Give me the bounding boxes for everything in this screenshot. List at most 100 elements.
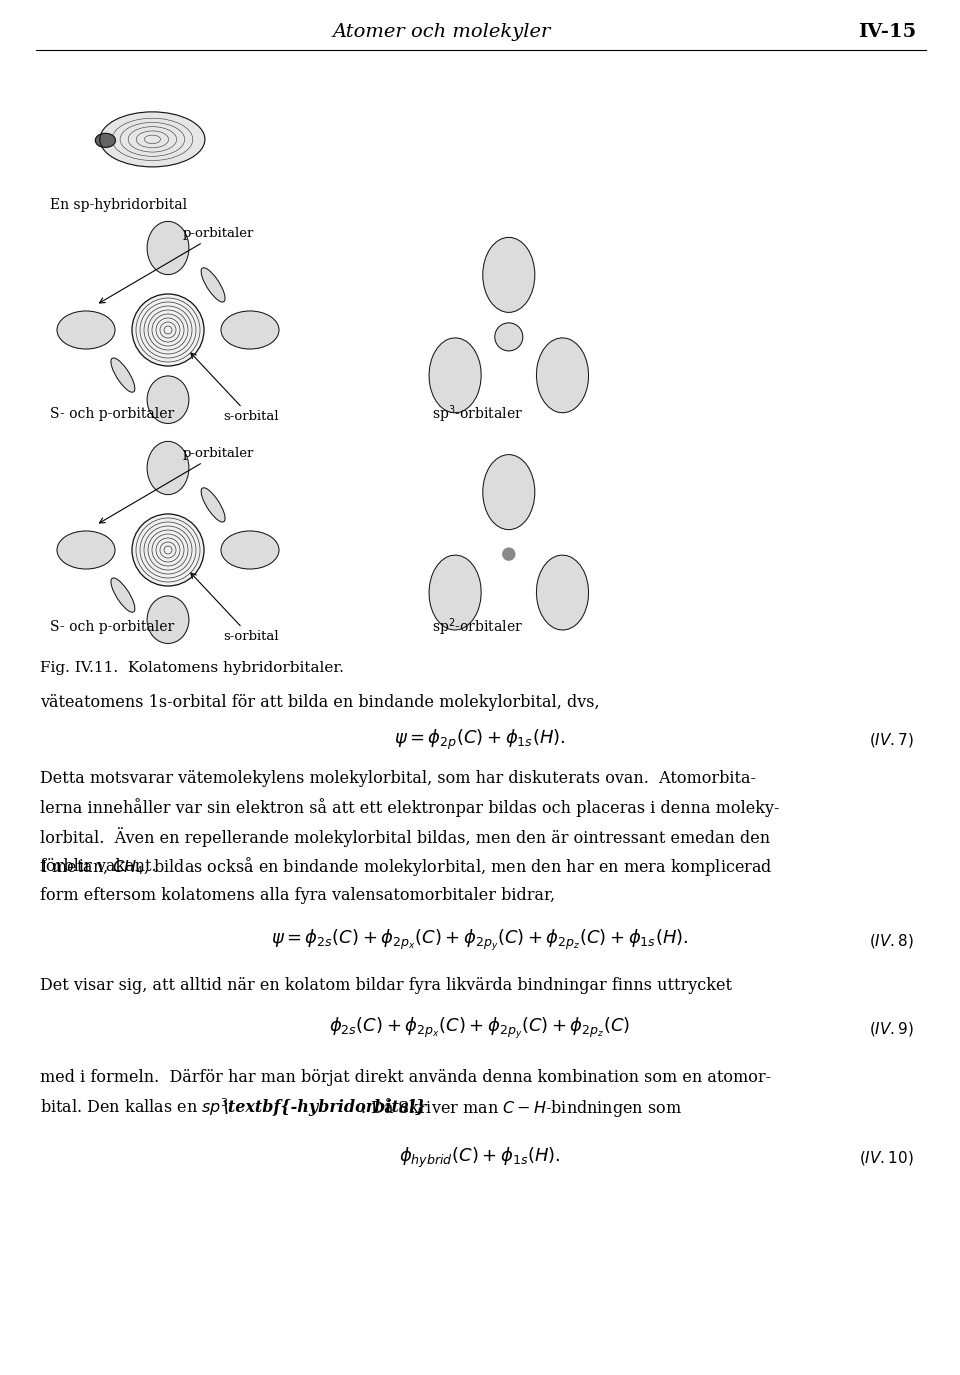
Ellipse shape (117, 587, 129, 604)
Text: I metan, $\mathit{CH}_4$, bildas också en bindande molekylorbital, men den har e: I metan, $\mathit{CH}_4$, bildas också e… (40, 855, 773, 877)
Ellipse shape (207, 276, 219, 293)
Text: Det visar sig, att alltid när en kolatom bildar fyra likvärda bindningar finns u: Det visar sig, att alltid när en kolatom… (40, 978, 732, 994)
Ellipse shape (140, 522, 196, 578)
Ellipse shape (221, 531, 279, 569)
Ellipse shape (100, 111, 204, 166)
Ellipse shape (152, 601, 184, 639)
Ellipse shape (492, 250, 526, 300)
Ellipse shape (154, 230, 181, 265)
Ellipse shape (159, 610, 177, 630)
Ellipse shape (77, 543, 96, 557)
Ellipse shape (151, 446, 185, 489)
Ellipse shape (120, 371, 126, 380)
Ellipse shape (433, 344, 477, 407)
Ellipse shape (498, 326, 519, 348)
Ellipse shape (154, 450, 181, 485)
Text: \textbf{-hybridorbital}: \textbf{-hybridorbital} (223, 1099, 426, 1116)
Ellipse shape (66, 538, 106, 562)
Ellipse shape (157, 455, 179, 481)
Text: . Då Skriver man $\mathit{C} - \mathit{H}$-bindningen som: . Då Skriver man $\mathit{C} - \mathit{H… (360, 1096, 682, 1119)
Ellipse shape (235, 540, 265, 560)
Ellipse shape (120, 591, 126, 600)
Ellipse shape (210, 500, 216, 509)
Ellipse shape (202, 488, 225, 522)
Ellipse shape (98, 135, 113, 146)
Ellipse shape (226, 314, 275, 346)
Text: S- och p-orbitaler: S- och p-orbitaler (50, 620, 174, 634)
Ellipse shape (549, 356, 575, 395)
Ellipse shape (537, 556, 588, 630)
Ellipse shape (240, 323, 259, 337)
Ellipse shape (240, 543, 259, 557)
Ellipse shape (71, 320, 101, 340)
Ellipse shape (443, 356, 468, 395)
Ellipse shape (148, 529, 188, 571)
Ellipse shape (144, 307, 192, 353)
Ellipse shape (107, 116, 198, 164)
Ellipse shape (487, 461, 531, 524)
Ellipse shape (156, 538, 180, 562)
Ellipse shape (451, 368, 460, 381)
Ellipse shape (151, 226, 185, 270)
Ellipse shape (221, 311, 279, 349)
Text: $\phi_{2s}(C) + \phi_{2p_x}(C) + \phi_{2p_y}(C) + \phi_{2p_z}(C)$: $\phi_{2s}(C) + \phi_{2p_x}(C) + \phi_{2… (329, 1016, 631, 1041)
Ellipse shape (147, 595, 189, 644)
Ellipse shape (495, 473, 522, 512)
Ellipse shape (505, 333, 513, 341)
Ellipse shape (114, 362, 132, 388)
Ellipse shape (61, 534, 110, 566)
Text: lerna innehåller var sin elektron så att ett elektronpar bildas och placeras i d: lerna innehåller var sin elektron så att… (40, 799, 780, 817)
Ellipse shape (57, 531, 115, 569)
Ellipse shape (142, 133, 163, 144)
Ellipse shape (156, 605, 180, 634)
Ellipse shape (164, 243, 172, 253)
Text: S- och p-orbitaler: S- och p-orbitaler (50, 407, 174, 421)
Text: med i formeln.  Därför har man börjat direkt använda denna kombination som en at: med i formeln. Därför har man börjat dir… (40, 1070, 772, 1086)
Ellipse shape (160, 322, 176, 338)
Ellipse shape (57, 311, 115, 349)
Ellipse shape (504, 268, 514, 280)
Ellipse shape (132, 514, 204, 586)
Ellipse shape (537, 338, 588, 412)
Text: $\phi_{hybrid}(C) + \phi_{1s}(H).$: $\phi_{hybrid}(C) + \phi_{1s}(H).$ (399, 1145, 561, 1170)
Text: förblir vakant.: förblir vakant. (40, 858, 156, 876)
Text: sp$^3$-orbitaler: sp$^3$-orbitaler (432, 403, 523, 425)
Ellipse shape (128, 126, 177, 153)
Ellipse shape (495, 256, 522, 294)
Ellipse shape (429, 556, 481, 630)
Text: s-orbital: s-orbital (191, 573, 278, 644)
Ellipse shape (235, 320, 265, 340)
Ellipse shape (147, 375, 189, 423)
Ellipse shape (204, 492, 222, 518)
Ellipse shape (144, 527, 192, 573)
Ellipse shape (446, 580, 464, 605)
Ellipse shape (429, 338, 481, 412)
Text: väteatomens 1s-orbital för att bilda en bindande molekylorbital, dvs,: väteatomens 1s-orbital för att bilda en … (40, 694, 600, 711)
Ellipse shape (160, 542, 176, 558)
Ellipse shape (226, 534, 275, 566)
Ellipse shape (554, 580, 571, 605)
Ellipse shape (164, 326, 172, 334)
Ellipse shape (135, 131, 170, 148)
Ellipse shape (159, 390, 177, 410)
Ellipse shape (245, 327, 254, 333)
Ellipse shape (161, 239, 175, 257)
Ellipse shape (487, 243, 531, 307)
Ellipse shape (148, 309, 188, 351)
Text: $(IV.7)$: $(IV.7)$ (869, 730, 914, 749)
Ellipse shape (164, 615, 172, 624)
Ellipse shape (71, 540, 101, 560)
Ellipse shape (500, 263, 517, 287)
Text: bital. Den kallas en $\mathit{sp}^3$: bital. Den kallas en $\mathit{sp}^3$ (40, 1097, 229, 1118)
Text: Fig. IV.11.  Kolatomens hybridorbitaler.: Fig. IV.11. Kolatomens hybridorbitaler. (40, 661, 345, 675)
Ellipse shape (554, 363, 571, 388)
Ellipse shape (540, 344, 585, 407)
Ellipse shape (438, 351, 472, 400)
Ellipse shape (66, 318, 106, 342)
Ellipse shape (230, 318, 270, 342)
Text: $(IV.10)$: $(IV.10)$ (859, 1148, 914, 1167)
Ellipse shape (121, 122, 184, 155)
Text: En sp-hybridorbital: En sp-hybridorbital (50, 198, 187, 212)
Ellipse shape (111, 358, 134, 392)
Ellipse shape (156, 385, 180, 414)
